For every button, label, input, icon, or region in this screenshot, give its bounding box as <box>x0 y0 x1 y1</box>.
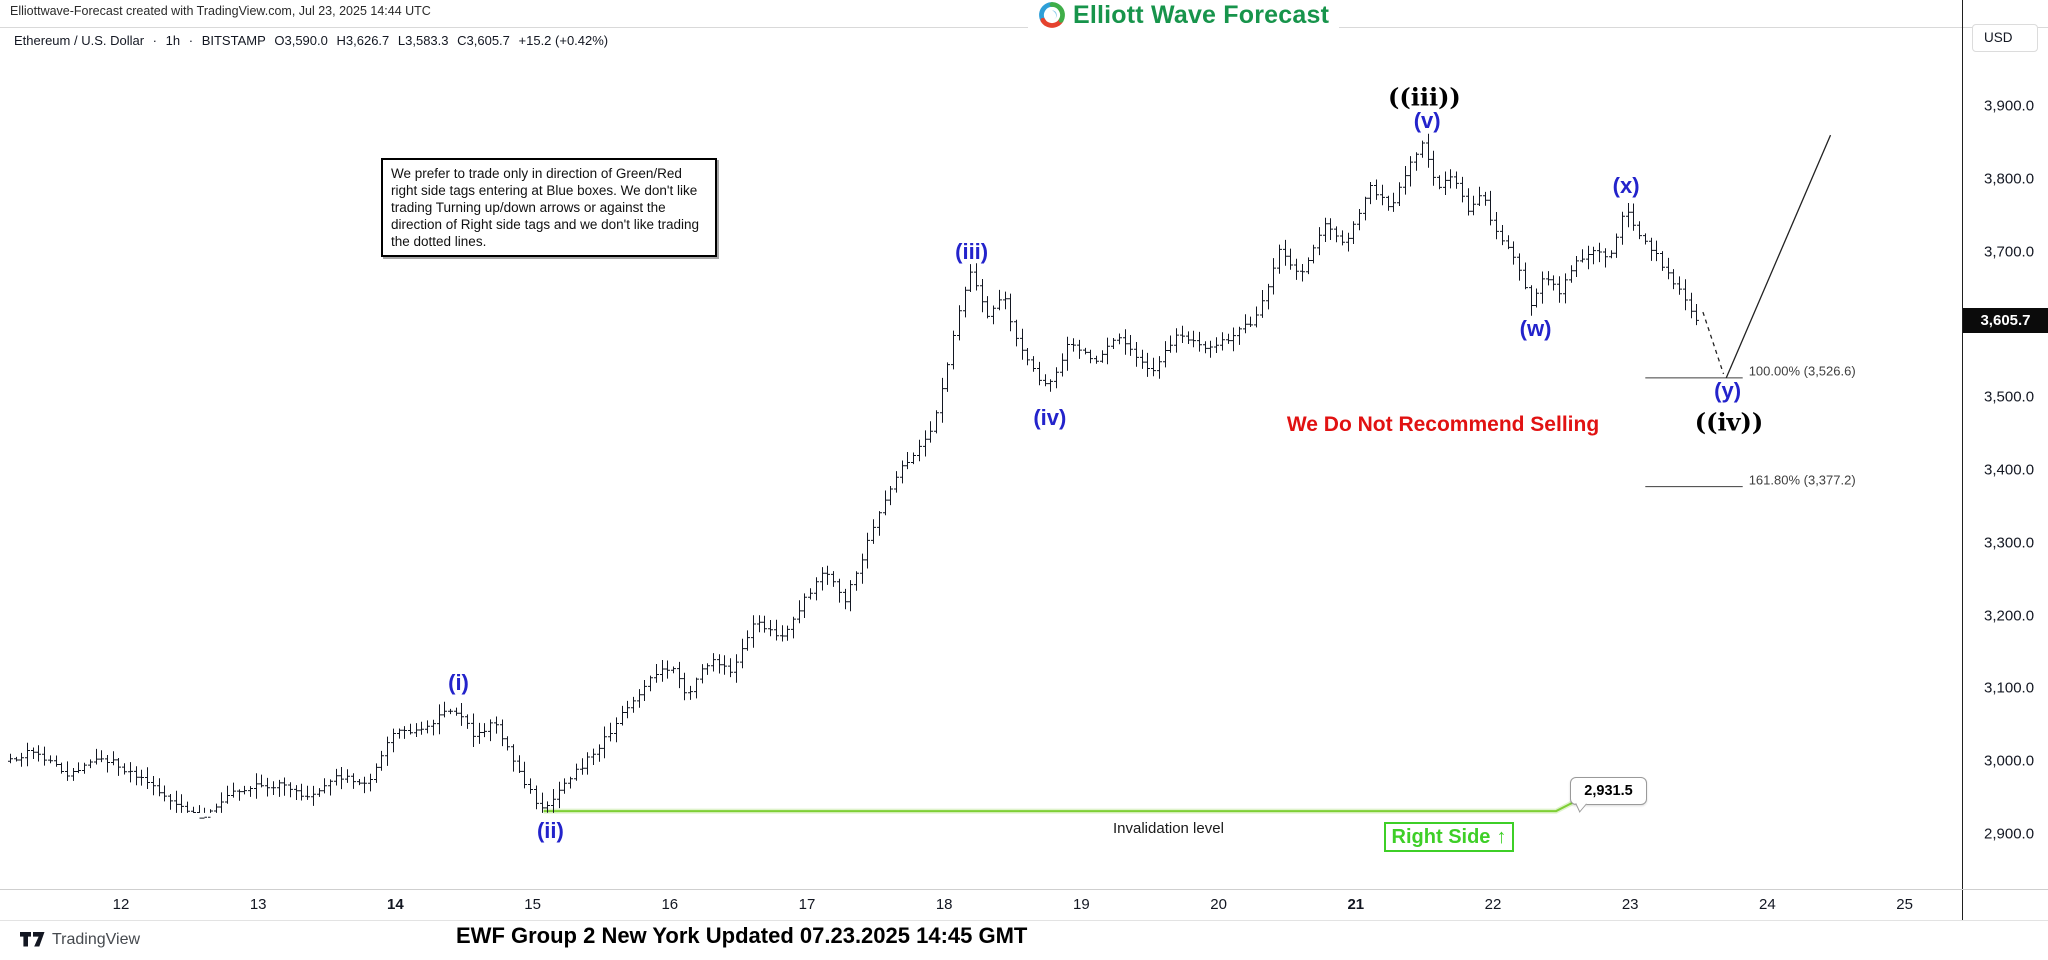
wave-label-w: (w) <box>1519 315 1552 341</box>
interval: 1h <box>165 33 181 48</box>
price-axis[interactable]: USD 3,900.0 3,800.0 3,700.0 3,500.0 3,400.0 3… <box>1963 0 2048 889</box>
wave-label-y: (y) <box>1714 378 1742 404</box>
price-tick: 2,900.0 <box>1984 825 2035 843</box>
time-tick: 19 <box>1073 896 1090 913</box>
price-series-svg <box>8 133 1832 819</box>
time-tick: 24 <box>1759 896 1776 913</box>
separator: · <box>188 33 194 48</box>
brand-swirl-icon <box>1039 2 1065 28</box>
price-tick: 3,800.0 <box>1984 170 2035 188</box>
right-side-label: Right Side <box>1391 825 1491 848</box>
ohlc-low: L3,583.3 <box>397 33 449 48</box>
wave-label-ii: (ii) <box>536 818 564 844</box>
price-tick: 3,000.0 <box>1984 752 2035 770</box>
price-tick: 3,400.0 <box>1984 461 2035 479</box>
time-tick: 12 <box>112 896 130 913</box>
brand-logo: Elliott Wave Forecast <box>1028 0 1340 30</box>
time-tick: 15 <box>524 896 541 913</box>
price-tick: 3,200.0 <box>1984 607 2035 625</box>
axis-separator <box>1962 0 1963 920</box>
symbol-info[interactable]: Ethereum / U.S. Dollar · 1h · BITSTAMP O… <box>14 33 613 48</box>
symbol-name: Ethereum / U.S. Dollar <box>14 33 145 48</box>
invalidation-level-label: Invalidation level <box>1113 820 1224 837</box>
time-tick: 20 <box>1210 896 1227 913</box>
price-tick: 3,700.0 <box>1984 243 2035 261</box>
time-axis[interactable]: 12 13 14 15 16 17 18 19 20 21 22 23 24 25 <box>0 890 1962 920</box>
time-tick: 17 <box>798 896 816 913</box>
wave-label-v: (v) <box>1413 108 1441 134</box>
time-tick: 18 <box>935 896 953 913</box>
wave-label-iii: (iii) <box>955 238 989 264</box>
wave-label-iii: ((iii)) <box>1388 82 1461 112</box>
fib-161-label: 161.80% (3,377.2) <box>1748 472 1856 488</box>
wave-label-i: (i) <box>448 670 469 696</box>
ohlc-open: O3,590.0 <box>274 33 328 48</box>
current-price-badge: 3,605.7 <box>1963 307 2048 333</box>
header-divider <box>0 27 2048 28</box>
tradingview-label: TradingView <box>52 931 141 948</box>
up-arrow-icon: ↑ <box>1496 825 1507 848</box>
time-tick: 13 <box>249 896 267 913</box>
currency-toggle-button[interactable]: USD <box>1972 24 2038 52</box>
right-side-tag: Right Side ↑ <box>1384 822 1514 852</box>
time-tick: 16 <box>661 896 679 913</box>
tradingview-icon <box>20 932 45 947</box>
price-tick: 3,500.0 <box>1984 388 2035 406</box>
ohlc-high: H3,626.7 <box>336 33 390 48</box>
wave-label-iv: ((iv)) <box>1694 407 1764 437</box>
invalidation-price-callout: 2,931.5 <box>1570 777 1647 805</box>
time-tick: 14 <box>387 896 404 913</box>
export-note: Elliottwave-Forecast created with Tradin… <box>10 4 431 18</box>
chart-area[interactable]: (i) (ii) (iii) (iv) ((iii)) (v) (w) (x) (y) ((iv)… <box>0 0 1962 889</box>
update-line: EWF Group 2 New York Updated 07.23.2025 … <box>456 923 1028 948</box>
tradingview-logo[interactable]: TradingView <box>20 931 140 949</box>
ohlc-change: +15.2 (+0.42%) <box>518 33 609 48</box>
wave-label-iv: (iv) <box>1033 405 1067 431</box>
time-tick: 21 <box>1347 896 1365 913</box>
time-tick: 22 <box>1484 896 1502 913</box>
time-axis-bottom-border <box>0 920 2048 921</box>
time-tick: 23 <box>1621 896 1639 913</box>
separator: · <box>152 33 158 48</box>
exchange: BITSTAMP <box>201 33 266 48</box>
no-sell-warning: We Do Not Recommend Selling <box>1286 413 1600 436</box>
time-tick: 25 <box>1896 896 1913 913</box>
price-tick: 3,900.0 <box>1984 97 2035 115</box>
fib-100-label: 100.00% (3,526.6) <box>1748 363 1856 379</box>
brand-name: Elliott Wave Forecast <box>1073 0 1330 29</box>
price-tick: 3,300.0 <box>1984 534 2035 552</box>
ohlc-close: C3,605.7 <box>457 33 510 48</box>
wave-label-x: (x) <box>1612 173 1640 199</box>
price-tick: 3,100.0 <box>1984 679 2035 697</box>
trading-note-box: We prefer to trade only in direction of … <box>381 158 717 257</box>
time-axis-top-border <box>0 889 2048 890</box>
